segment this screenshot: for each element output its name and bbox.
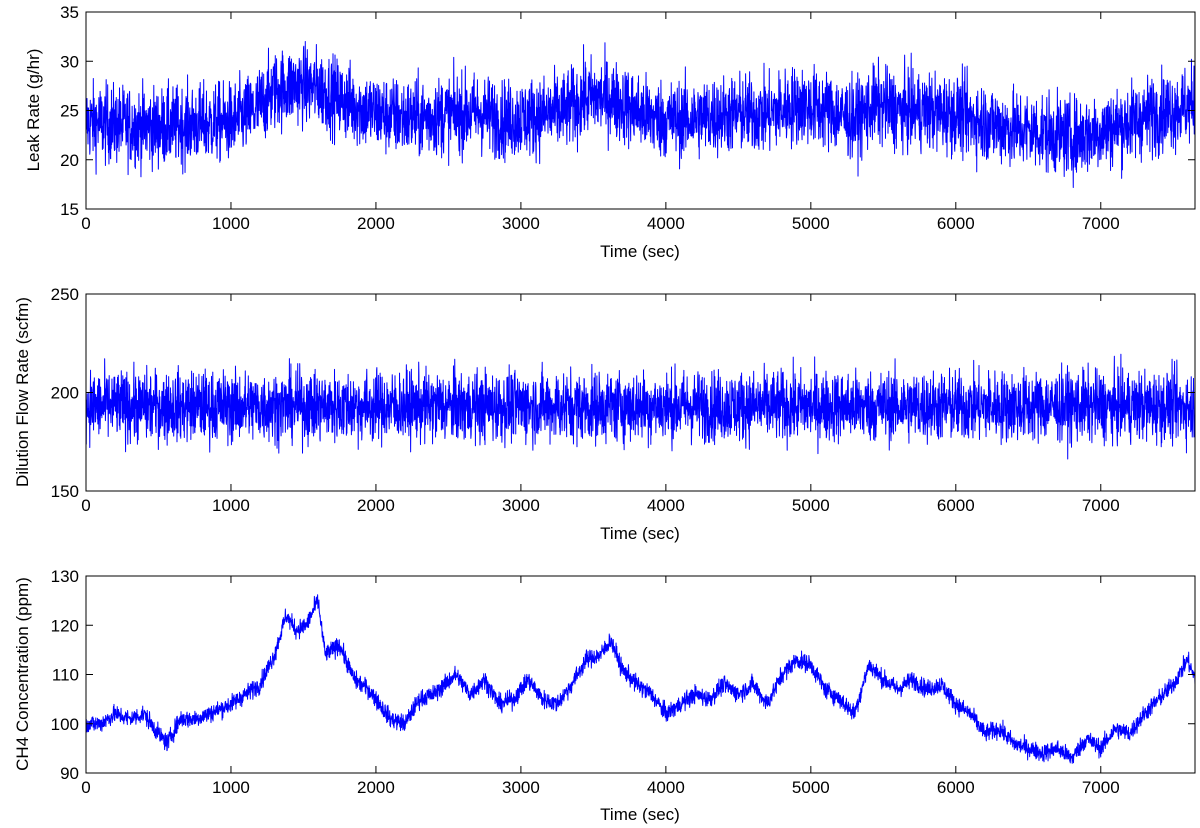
y-tick-label: 25 (60, 102, 79, 121)
x-tick-label: 5000 (792, 496, 830, 515)
x-tick-label: 1000 (212, 214, 250, 233)
y-tick-label: 150 (51, 482, 79, 501)
panel-ch4-concentration: 0 1000 2000 3000 4000 5000 6000 7000 90 100 110 12… (13, 567, 1196, 824)
y-axis-label: Dilution Flow Rate (scfm) (13, 297, 32, 487)
x-tick-label: 4000 (647, 778, 685, 797)
y-tick-label: 130 (51, 567, 79, 586)
series-lines (85, 41, 1196, 188)
y-tick-label: 20 (60, 151, 79, 170)
x-tick-label: 6000 (937, 496, 975, 515)
y-tick-label: 110 (52, 666, 79, 685)
x-tick-label: 3000 (502, 214, 540, 233)
x-tick-label: 7000 (1082, 214, 1120, 233)
x-tick-label: 6000 (937, 214, 975, 233)
x-ticks: 0 1000 2000 3000 4000 5000 6000 7000 (81, 12, 1120, 233)
series-lines (85, 353, 1196, 460)
series-line (85, 594, 1196, 764)
series-lines (85, 594, 1196, 764)
x-tick-label: 1000 (212, 496, 250, 515)
panel-dilution-flow-rate: 0 1000 2000 3000 4000 5000 6000 7000 150200250 … (13, 285, 1196, 543)
y-tick-label: 200 (51, 384, 79, 403)
x-tick-label: 5000 (792, 778, 830, 797)
y-tick-label: 120 (51, 616, 79, 635)
x-axis-label: Time (sec) (600, 524, 680, 543)
y-tick-label: 100 (51, 715, 79, 734)
x-ticks: 0 1000 2000 3000 4000 5000 6000 7000 (81, 576, 1120, 797)
x-tick-label: 7000 (1082, 778, 1120, 797)
x-tick-label: 4000 (647, 214, 685, 233)
x-tick-label: 7000 (1082, 496, 1120, 515)
y-tick-label: 250 (51, 285, 79, 304)
y-tick-label: 90 (60, 764, 79, 783)
y-axis-label: CH4 Concentration (ppm) (13, 577, 32, 771)
y-ticks: 15 20 25 30 35 (60, 3, 1195, 219)
x-tick-label: 3000 (502, 778, 540, 797)
x-tick-label: 0 (81, 778, 90, 797)
x-tick-label: 1000 (212, 778, 250, 797)
y-tick-label: 15 (60, 200, 79, 219)
plot-area (86, 576, 1195, 773)
y-ticks: 150 200 250 (51, 285, 1195, 501)
x-axis-label: Time (sec) (600, 242, 680, 261)
x-tick-label: 5000 (792, 214, 830, 233)
x-ticks: 0 1000 2000 3000 4000 5000 6000 7000 (81, 294, 1120, 515)
x-tick-label: 0 (81, 214, 90, 233)
y-tick-label: 35 (60, 3, 79, 22)
x-tick-label: 2000 (357, 214, 395, 233)
y-axis-label: Leak Rate (g/hr) (24, 49, 43, 172)
y-ticks: 90 100 110 120 130 (51, 567, 1195, 783)
x-tick-label: 4000 (647, 496, 685, 515)
x-axis-label: Time (sec) (600, 805, 680, 824)
y-tick-label: 30 (60, 52, 79, 71)
x-tick-label: 2000 (357, 778, 395, 797)
x-tick-label: 6000 (937, 778, 975, 797)
series-line (85, 353, 1196, 460)
x-tick-label: 0 (81, 496, 90, 515)
panel-leak-rate: 0 1000 2000 3000 4000 5000 6000 7000 15 20 25 30 35… (24, 3, 1196, 261)
x-tick-label: 3000 (502, 496, 540, 515)
x-tick-label: 2000 (357, 496, 395, 515)
series-line (85, 41, 1196, 188)
